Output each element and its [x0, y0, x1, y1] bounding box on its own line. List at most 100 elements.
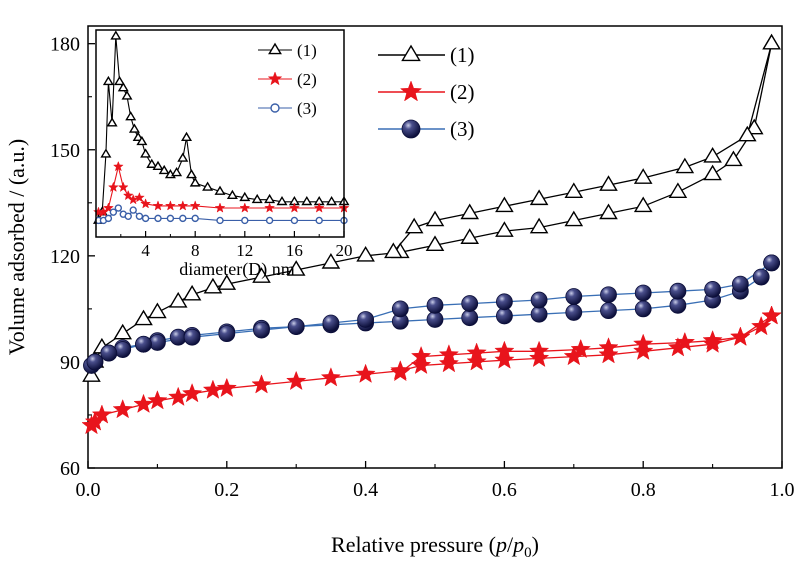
x-tick-label: 0.0: [76, 479, 101, 501]
inset-series-3-point: [109, 208, 118, 216]
inset-series-3-point: [191, 214, 199, 223]
series-1-group: [82, 33, 781, 382]
inset-series-1-point: [117, 82, 129, 92]
inset-series-group: [92, 30, 350, 225]
series-1-desorption-line: [392, 43, 773, 253]
inset-series-1-point: [100, 148, 112, 158]
series-3-desorption-point: [669, 282, 687, 300]
inset-series-2-point: [313, 202, 325, 213]
inset-series-1-point: [181, 131, 193, 142]
inset-series-3-point: [154, 214, 162, 223]
series-3-adsorption-point: [634, 300, 652, 318]
series-3-desorption-point: [287, 318, 305, 335]
series-2-adsorption-point: [251, 374, 272, 394]
series-1-adsorption-point: [495, 221, 514, 237]
series-2-desorption-point: [466, 342, 487, 362]
series-2-adsorption-point: [181, 382, 203, 403]
inset-series-2-point: [214, 202, 226, 213]
series-1-adsorption-point: [599, 203, 618, 220]
legend-marker-2: [399, 80, 423, 102]
inset-x-tick-label: 12: [236, 241, 253, 260]
series-2-adsorption-point: [410, 354, 432, 375]
inset-legend-label-1: (1): [297, 41, 317, 60]
inset-series-1-point: [121, 90, 133, 100]
inset-x-tick-label: 8: [191, 241, 200, 260]
series-1-desorption-point: [703, 146, 722, 163]
legend-marker-1: [401, 44, 421, 62]
series-1-adsorption-point: [134, 309, 153, 326]
x-tick-label: 0.8: [631, 479, 656, 501]
x-axis-label-close: ): [532, 532, 539, 557]
series-3-desorption-point: [461, 295, 479, 312]
series-3-desorption-point: [565, 288, 583, 305]
inset-series-3-point: [166, 214, 175, 223]
series-1-adsorption-point: [82, 366, 101, 382]
series-1-desorption-point: [384, 242, 403, 259]
series-2-desorption-point: [702, 329, 723, 350]
series-1-adsorption-point: [182, 284, 202, 301]
series-2-desorption-point: [598, 337, 619, 357]
x-tick-label: 1.0: [770, 479, 795, 501]
inset-series-1-point: [276, 195, 288, 206]
inset-series-1-point: [177, 152, 189, 162]
inset-series-1-point: [301, 195, 313, 206]
series-3-adsorption-point: [530, 305, 548, 323]
inset-legend: (1) (2) (3): [258, 41, 317, 118]
inset-series-2-point: [177, 200, 189, 211]
series-1-desorption-point: [529, 189, 549, 206]
series-1-desorption-point: [564, 182, 584, 198]
series-1-adsorption-point: [217, 274, 237, 290]
inset-series-2-point: [164, 200, 176, 211]
series-3-desorption-point: [704, 281, 721, 298]
series-2-adsorption-point: [633, 340, 654, 360]
legend-marker-3: [401, 119, 421, 139]
inset-x-tick-label: 4: [141, 241, 150, 260]
series-1-adsorption-point: [203, 277, 223, 294]
series-1-adsorption-point: [321, 253, 341, 269]
inset-series-2-point: [102, 202, 114, 213]
series-2-adsorption-point: [168, 386, 189, 406]
inset-series-1-point: [171, 166, 183, 177]
inset-series-1-point: [202, 181, 214, 191]
series-1-desorption-point: [404, 217, 424, 234]
series-3-desorption-point: [114, 341, 132, 358]
series-2-desorption-point: [570, 338, 591, 359]
series-3-adsorption-point: [426, 311, 444, 328]
inset-x-axis-label: diameter(D) nm: [179, 259, 294, 280]
inset-series-1-point: [106, 117, 118, 127]
inset-series-2-point: [133, 191, 145, 203]
series-3-desorption-point: [763, 254, 780, 272]
x-axis-label-p0: p: [511, 532, 524, 557]
series-3-group: [83, 254, 780, 374]
inset-series-1-point: [110, 30, 122, 40]
inset-axis-ticks: 4 8 12 16 20: [120, 231, 353, 260]
inset-series-1-point: [158, 164, 170, 175]
y-tick-label: 60: [60, 458, 80, 480]
y-tick-label: 150: [50, 140, 80, 162]
inset-series-1-point: [132, 131, 144, 142]
series-3-desorption-point: [357, 311, 375, 328]
y-tick-label: 120: [50, 246, 80, 268]
series-3-adsorption-point: [669, 296, 687, 314]
series-1-adsorption-point: [168, 291, 188, 308]
series-1-adsorption-point: [633, 196, 653, 213]
inset-series-1-point: [214, 185, 226, 195]
y-axis-label: Volume adsorbed / (a.u.): [4, 139, 29, 356]
series-3-desorption-point: [218, 325, 236, 343]
x-axis-label-subscript: 0: [524, 545, 532, 561]
inset-series-2-point: [140, 198, 152, 209]
series-1-adsorption-point: [148, 302, 167, 319]
legend-label-1: (1): [450, 43, 475, 67]
series-2-adsorption-point: [598, 344, 619, 364]
inset-series-1-point: [251, 193, 263, 204]
inset-series-1-point: [114, 75, 126, 86]
x-axis-label-main: Relative pressure (: [331, 532, 496, 557]
series-1-adsorption-point: [425, 235, 445, 252]
inset-series-2-group: [93, 160, 350, 217]
series-2-adsorption-point: [216, 377, 237, 398]
series-2-adsorption-point: [494, 349, 515, 369]
inset-series-1-point: [140, 148, 152, 158]
x-tick-label: 0.2: [214, 479, 239, 501]
series-3-desorption-point: [135, 335, 152, 353]
series-2-adsorption-point: [528, 347, 550, 368]
